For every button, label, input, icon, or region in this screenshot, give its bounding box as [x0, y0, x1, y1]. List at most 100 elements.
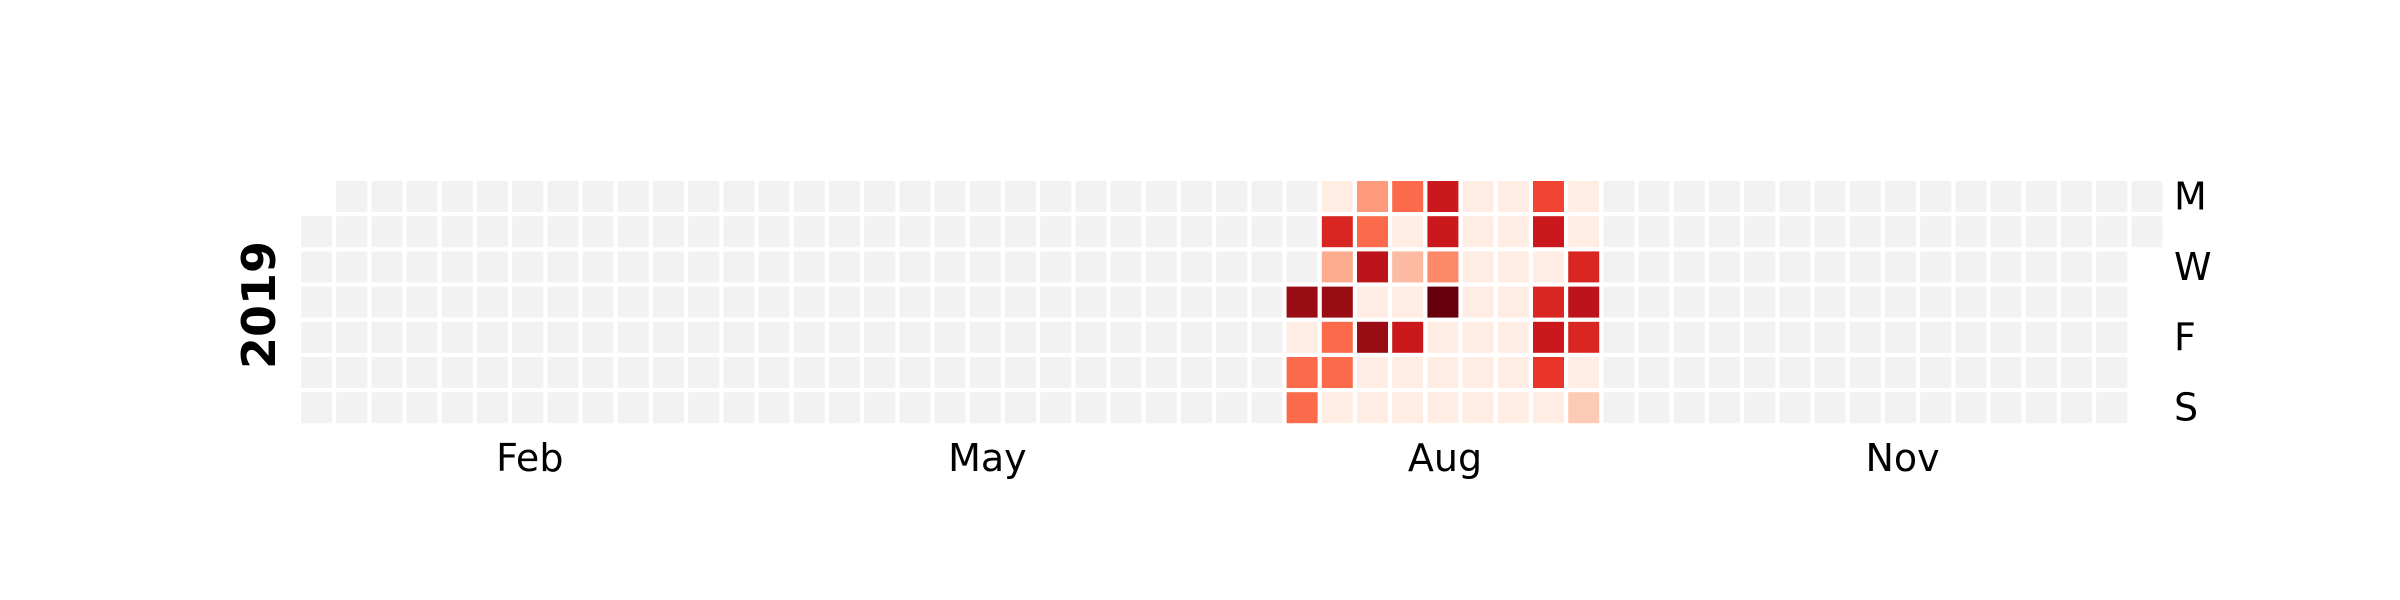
heatmap-cell-empty: [512, 286, 544, 318]
heatmap-cell-empty: [1005, 181, 1036, 212]
heatmap-cell-empty: [301, 357, 332, 388]
heatmap-cell-empty: [864, 286, 896, 318]
heatmap-cell-empty: [406, 181, 438, 212]
heatmap-cell-filled: [1568, 181, 1600, 212]
heatmap-cell-empty: [1814, 321, 1846, 353]
heatmap-cell-empty: [406, 321, 438, 353]
heatmap-cell-empty: [2025, 181, 2057, 212]
heatmap-cell-empty: [1638, 321, 1670, 353]
heatmap-cell-empty: [441, 392, 473, 424]
heatmap-cell-empty: [653, 181, 684, 212]
heatmap-cell-empty: [441, 181, 473, 212]
heatmap-cell-empty: [688, 321, 720, 353]
heatmap-cell-empty: [1251, 181, 1283, 212]
heatmap-cell-empty: [1990, 286, 2022, 318]
heatmap-cell-empty: [2061, 392, 2092, 424]
heatmap-cell-empty: [1075, 392, 1107, 424]
heatmap-cell-empty: [1920, 321, 1952, 353]
heatmap-cell-empty: [336, 251, 368, 283]
heatmap-cell-empty: [1955, 251, 1987, 283]
heatmap-cell-empty: [653, 251, 684, 283]
heatmap-cell-empty: [1744, 286, 1776, 318]
heatmap-cell-empty: [1005, 251, 1036, 283]
heatmap-cell-empty: [1779, 392, 1811, 424]
heatmap-cell-filled: [1462, 181, 1494, 212]
heatmap-cell-empty: [829, 321, 860, 353]
heatmap-cell-empty: [1709, 251, 1740, 283]
heatmap-cell-empty: [2131, 216, 2163, 248]
heatmap-cell-empty: [441, 251, 473, 283]
heatmap-cell-empty: [2096, 392, 2128, 424]
heatmap-cell-empty: [758, 216, 790, 248]
heatmap-cell-empty: [1286, 251, 1318, 283]
heatmap-cell-empty: [371, 286, 403, 318]
heatmap-cell-empty: [2061, 321, 2092, 353]
heatmap-cell-empty: [2025, 321, 2057, 353]
heatmap-cell-empty: [1603, 216, 1635, 248]
heatmap-cell-empty: [1251, 321, 1283, 353]
heatmap-cell-filled: [1497, 392, 1529, 424]
heatmap-cell-empty: [1955, 392, 1987, 424]
heatmap-cell-filled: [1321, 357, 1353, 388]
heatmap-cell-filled: [1497, 216, 1529, 248]
heatmap-cell-empty: [1216, 357, 1248, 388]
heatmap-cell-filled: [1286, 392, 1318, 424]
heatmap-cell-filled: [1568, 321, 1600, 353]
heatmap-cell-filled: [1286, 286, 1318, 318]
heatmap-cell-empty: [512, 392, 544, 424]
heatmap-cell-empty: [723, 181, 755, 212]
month-tick-label: Feb: [496, 436, 563, 480]
heatmap-cell-empty: [2061, 286, 2092, 318]
heatmap-cell-empty: [723, 321, 755, 353]
heatmap-cell-empty: [653, 357, 684, 388]
heatmap-cell-empty: [1040, 392, 1072, 424]
heatmap-cell-empty: [512, 251, 544, 283]
heatmap-cell-empty: [2061, 216, 2092, 248]
heatmap-cell-empty: [582, 251, 614, 283]
heatmap-cell-empty: [1145, 392, 1177, 424]
heatmap-cell-empty: [336, 392, 368, 424]
heatmap-cell-empty: [758, 321, 790, 353]
heatmap-cell-empty: [336, 357, 368, 388]
heatmap-cell-empty: [934, 181, 966, 212]
heatmap-cell-filled: [1321, 321, 1353, 353]
heatmap-cell-filled: [1321, 286, 1353, 318]
heatmap-cell-empty: [477, 392, 508, 424]
heatmap-cell-empty: [1251, 286, 1283, 318]
heatmap-cell-empty: [934, 216, 966, 248]
heatmap-cell-empty: [1216, 216, 1248, 248]
heatmap-cell-filled: [1533, 357, 1564, 388]
heatmap-cell-empty: [2131, 181, 2163, 212]
heatmap-cell-empty: [1110, 216, 1142, 248]
heatmap-cell-empty: [1885, 251, 1916, 283]
heatmap-cell-empty: [1251, 251, 1283, 283]
heatmap-cell-empty: [864, 357, 896, 388]
heatmap-cell-empty: [864, 321, 896, 353]
heatmap-cell-filled: [1427, 181, 1459, 212]
heatmap-cell-filled: [1497, 321, 1529, 353]
heatmap-cell-empty: [1638, 357, 1670, 388]
heatmap-cell-empty: [1990, 392, 2022, 424]
heatmap-cell-empty: [1955, 216, 1987, 248]
heatmap-cell-empty: [617, 392, 649, 424]
heatmap-cell-empty: [1251, 357, 1283, 388]
heatmap-cell-empty: [864, 216, 896, 248]
heatmap-cell-filled: [1568, 286, 1600, 318]
heatmap-cell-filled: [1533, 321, 1564, 353]
heatmap-cell-empty: [301, 216, 332, 248]
heatmap-cell-empty: [1075, 286, 1107, 318]
heatmap-cell-empty: [793, 392, 825, 424]
heatmap-cell-empty: [688, 357, 720, 388]
heatmap-cell-empty: [582, 216, 614, 248]
heatmap-cell-empty: [617, 181, 649, 212]
heatmap-cell-empty: [547, 392, 579, 424]
heatmap-cell-empty: [301, 392, 332, 424]
heatmap-cell-empty: [1638, 251, 1670, 283]
heatmap-cell-empty: [512, 357, 544, 388]
heatmap-cell-empty: [1638, 286, 1670, 318]
heatmap-cell-empty: [1744, 357, 1776, 388]
heatmap-cell-empty: [441, 357, 473, 388]
heatmap-cell-filled: [1427, 251, 1459, 283]
